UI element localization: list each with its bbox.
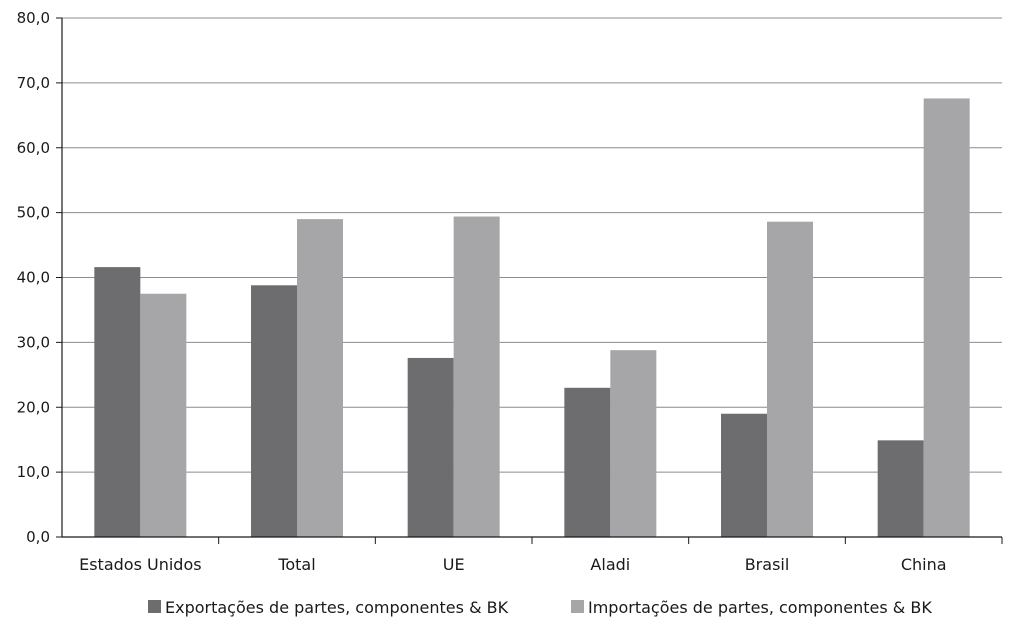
bar-importacoes [297,219,343,538]
x-category-label: China [901,555,947,574]
bar-exportacoes [251,285,297,537]
bar-importacoes [923,98,970,537]
gridlines [62,17,1002,473]
y-tick-label: 60,0 [17,139,50,157]
bar-exportacoes [94,267,141,537]
x-category-label: UE [443,555,465,574]
bar-exportacoes [564,387,611,537]
bar-exportacoes [407,357,454,537]
legend-label: Importações de partes, componentes & BK [588,598,932,617]
bar-exportacoes [877,440,924,537]
y-tick-label: 0,0 [26,528,50,546]
bar-importacoes [140,293,187,537]
x-category-label: Aladi [590,555,630,574]
bar-importacoes [453,216,500,537]
x-category-label: Total [277,555,315,574]
bar-exportacoes [721,413,767,537]
y-tick-labels: 0,0 10,0 20,0 30,0 40,0 50,0 60,0 70,0 80,0 [17,9,50,546]
y-tick-label: 20,0 [17,398,50,416]
x-category-labels: Estados Unidos Total UE Aladi Brasil China [79,555,946,574]
y-tick-label: 40,0 [17,269,50,287]
legend: Exportações de partes, componentes & BK I… [148,598,932,617]
y-tick-label: 30,0 [17,333,50,351]
x-category-label: Estados Unidos [79,555,201,574]
bar-importacoes [610,350,657,537]
axes [56,17,1003,544]
x-category-label: Brasil [745,555,790,574]
bar-importacoes [767,221,813,537]
bars [94,98,970,538]
legend-swatch [148,600,161,613]
y-tick-label: 50,0 [17,204,50,222]
y-tick-label: 80,0 [17,9,50,27]
y-tick-label: 10,0 [17,463,50,481]
legend-label: Exportações de partes, componentes & BK [165,598,509,617]
legend-swatch [571,600,584,613]
y-tick-label: 70,0 [17,74,50,92]
